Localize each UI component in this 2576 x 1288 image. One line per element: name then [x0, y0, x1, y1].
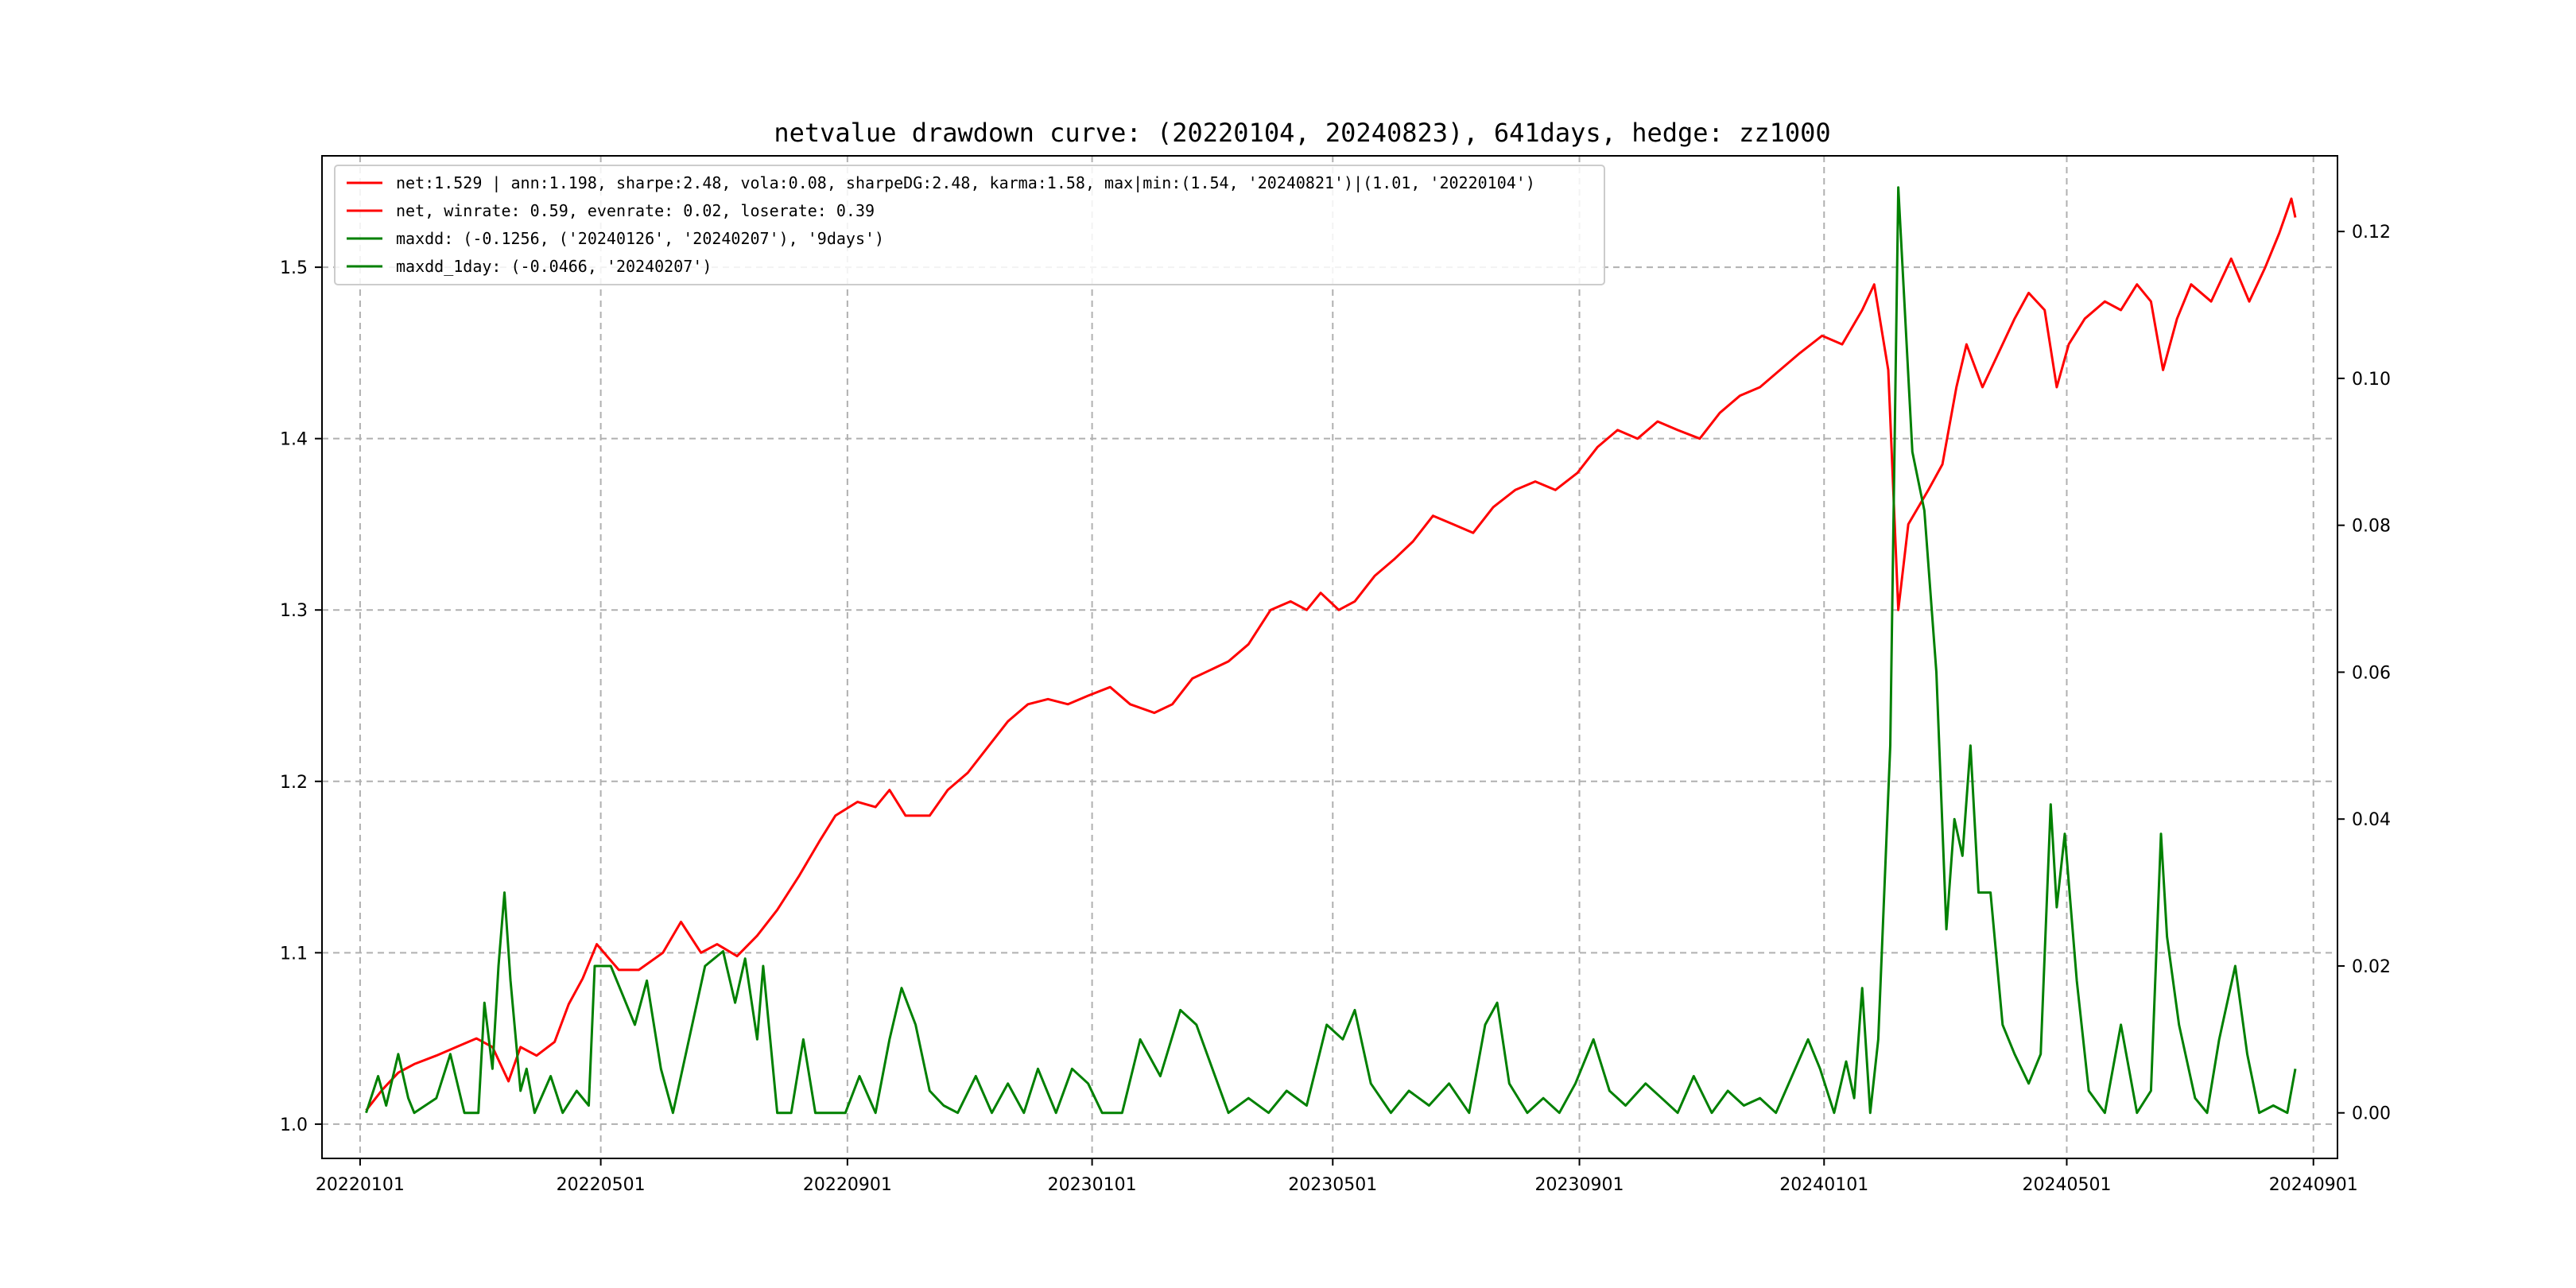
- x-tick-label: 20240101: [1779, 1175, 1868, 1195]
- grid-lines: [322, 156, 2337, 1158]
- series-lines: [365, 186, 2297, 1115]
- x-axis: 20220101 20220501 20220901 20230101 20230501…: [316, 1158, 2358, 1195]
- left-y-axis: 1.0 1.1 1.2 1.3 1.4 1.5: [280, 258, 322, 1135]
- plot-frame: [321, 155, 2338, 1159]
- x-tick-label: 20220501: [557, 1175, 646, 1195]
- left-y-tick-label: 1.4: [280, 430, 308, 450]
- legend-label: net:1.529 | ann:1.198, sharpe:2.48, vola…: [396, 173, 1535, 192]
- legend-label: maxdd: (-0.1256, ('20240126', '20240207'…: [396, 229, 884, 248]
- right-y-axis: 0.00 0.02 0.04 0.06 0.08 0.10 0.12: [2337, 223, 2391, 1124]
- right-y-tick-label: 0.00: [2352, 1104, 2391, 1124]
- series-line-net: [365, 197, 2297, 1111]
- legend: net:1.529 | ann:1.198, sharpe:2.48, vola…: [334, 165, 1605, 285]
- series-line-maxdd: [365, 186, 2297, 1115]
- left-y-tick-label: 1.2: [280, 773, 308, 793]
- right-y-tick-label: 0.02: [2352, 957, 2391, 977]
- legend-label: net, winrate: 0.59, evenrate: 0.02, lose…: [396, 201, 875, 220]
- x-tick-label: 20220101: [316, 1175, 405, 1195]
- right-y-tick-label: 0.06: [2352, 663, 2391, 683]
- x-tick-label: 20230501: [1288, 1175, 1377, 1195]
- right-y-tick-label: 0.08: [2352, 517, 2391, 537]
- legend-box: [334, 165, 1605, 285]
- x-tick-label: 20220901: [803, 1175, 892, 1195]
- left-y-tick-label: 1.3: [280, 601, 308, 621]
- x-tick-label: 20240901: [2269, 1175, 2358, 1195]
- x-tick-label: 20230101: [1048, 1175, 1137, 1195]
- legend-label: maxdd_1day: (-0.0466, '20240207'): [396, 257, 712, 276]
- x-tick-label: 20230901: [1535, 1175, 1624, 1195]
- left-y-tick-label: 1.1: [280, 944, 308, 964]
- left-y-tick-label: 1.5: [280, 258, 308, 278]
- right-y-tick-label: 0.10: [2352, 370, 2391, 390]
- chart-title: netvalue drawdown curve: (20220104, 2024…: [774, 118, 1830, 148]
- left-y-tick-label: 1.0: [280, 1115, 308, 1135]
- right-y-tick-label: 0.04: [2352, 810, 2391, 830]
- x-tick-label: 20240501: [2022, 1175, 2111, 1195]
- right-y-tick-label: 0.12: [2352, 223, 2391, 242]
